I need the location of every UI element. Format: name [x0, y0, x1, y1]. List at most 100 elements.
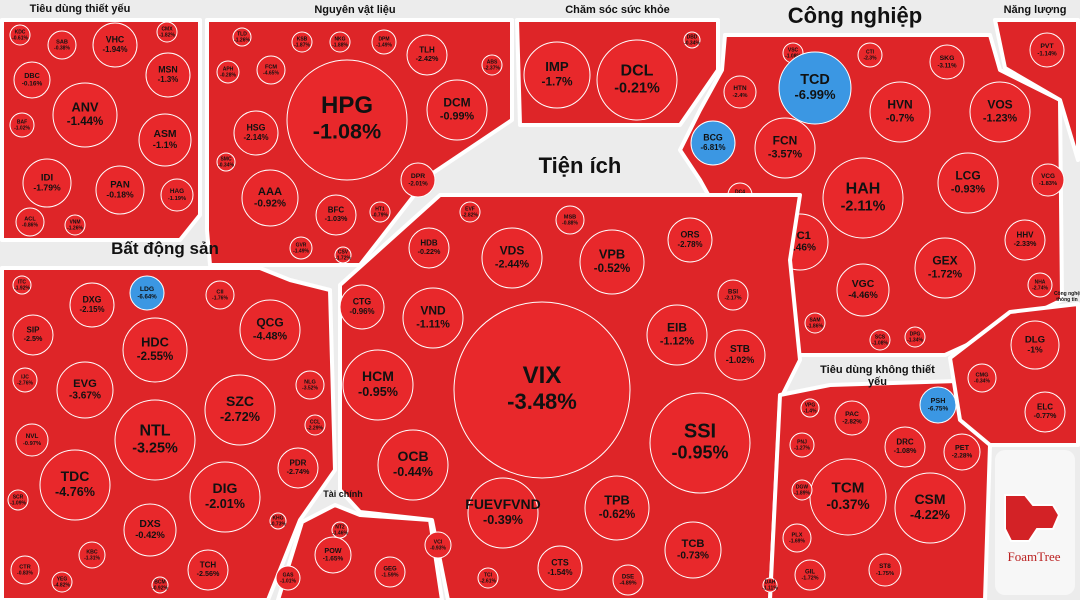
stock-ticker: DCM [443, 96, 470, 110]
stock-cell [884, 426, 926, 468]
stock-change: -0.96% [349, 307, 374, 316]
group-label: Công nghệ thông tin [1053, 291, 1080, 303]
stock-change: -0.37% [826, 497, 869, 512]
stock-change: -0.52% [594, 263, 631, 275]
stock-cell [138, 113, 192, 167]
stock-ticker: SCS [875, 335, 886, 341]
stock-cell [12, 314, 54, 356]
stock-change: -3.52% [302, 385, 318, 391]
stock-ticker: CSM [914, 491, 945, 507]
stock-cell [286, 59, 408, 181]
stock-ticker: CSV [338, 250, 349, 256]
stock-cell [406, 34, 448, 76]
stock-ticker: NT2 [335, 525, 345, 531]
stock-ticker: AAA [258, 186, 282, 198]
stock-change: -2.3% [863, 55, 877, 61]
stock-cell [646, 304, 708, 366]
stock-ticker: TCM [832, 480, 865, 497]
stock-change: -6.64% [137, 293, 157, 300]
stock-ticker: HDB [420, 239, 438, 248]
stock-cell [782, 523, 812, 553]
stock-change: -4.76% [55, 485, 95, 499]
stock-cell [291, 31, 313, 53]
stock-change: -0.92% [152, 585, 168, 591]
stock-cell [809, 458, 887, 536]
stock-cell [596, 39, 678, 121]
stock-change: -0.34% [684, 40, 700, 46]
stock-ticker: VPB [599, 246, 625, 261]
stock-change: -3.57% [768, 148, 803, 160]
stock-cell [1031, 163, 1065, 197]
stock-ticker: CII [216, 289, 224, 295]
stock-cell [943, 433, 981, 471]
stock-cell [145, 52, 191, 98]
stock-cell [794, 559, 826, 591]
stock-change: -3.67% [69, 391, 101, 402]
stock-ticker: SSI [684, 420, 716, 442]
stock-change: -1.76% [212, 295, 228, 301]
stock-change: -0.38% [54, 45, 70, 51]
stock-change: -0.86% [22, 222, 38, 228]
stock-ticker: BCM [154, 580, 165, 586]
stock-change: -0.97% [23, 441, 41, 447]
group-label: Tiêu dùng không thiết yếu [820, 364, 935, 389]
stock-ticker: GEX [932, 254, 957, 268]
stock-change: -0.44% [393, 465, 433, 479]
stock-ticker: FUEVFVND [465, 496, 540, 512]
stock-change: -4.65% [263, 70, 279, 76]
stock-change: -0.16% [22, 81, 43, 88]
stock-ticker: TLH [419, 46, 435, 55]
stock-change: -1.11% [762, 585, 778, 591]
stock-change: -1.72% [335, 255, 351, 261]
stock-ticker: HHV [1017, 231, 1035, 240]
stock-ticker: DPR [411, 173, 425, 180]
stock-change: -1.82% [159, 32, 175, 38]
stock-ticker: IDI [41, 172, 54, 183]
stock-cell [683, 31, 701, 49]
stock-cell [239, 299, 301, 361]
stock-change: -0.61% [12, 35, 28, 41]
stock-cell [204, 374, 276, 446]
group-label: Tiêu dùng thiết yếu [29, 3, 131, 15]
stock-cell [789, 432, 815, 458]
stock-ticker: SCR [13, 495, 24, 501]
stock-ticker: DBD [687, 35, 698, 41]
stock-ticker: NKG [334, 37, 345, 43]
stock-ticker: VND [420, 304, 446, 318]
group-label: Bất động sản [111, 239, 219, 258]
stock-cell [714, 329, 766, 381]
stock-change: -1.09% [10, 500, 26, 506]
stock-change: -1.34% [907, 337, 923, 343]
stock-change: -1.54% [547, 568, 572, 577]
stock-cell [122, 317, 188, 383]
stock-change: -0.18% [106, 189, 134, 199]
stock-ticker: BFC [328, 206, 345, 215]
stock-cell [9, 24, 31, 46]
stock-change: -2.14% [243, 133, 268, 142]
stock-cell [233, 110, 279, 156]
stock-cell [904, 326, 926, 348]
stock-ticker: TPB [604, 492, 630, 507]
stock-change: -1.23% [983, 112, 1018, 124]
stock-cell [584, 475, 650, 541]
stock-cell [649, 392, 751, 494]
group-label: Công nghiệp [787, 3, 923, 28]
logo-text: FoamTree [1008, 549, 1061, 564]
logo: FoamTree [995, 450, 1075, 595]
stock-ticker: VCI [434, 540, 443, 546]
stock-change: -1.27% [794, 445, 810, 451]
stock-cell [1024, 391, 1066, 433]
group-label: Nguyên vật liệu [314, 4, 396, 16]
stock-change: -4.82% [54, 582, 70, 588]
stock-cell [160, 178, 194, 212]
stock-ticker: VHC [106, 34, 125, 44]
stock-change: -2.37% [484, 65, 500, 71]
stock-change: -1.08% [872, 340, 888, 346]
stock-ticker: PSH [931, 396, 946, 405]
stock-cell [256, 55, 286, 85]
stock-change: -1.11% [416, 318, 450, 330]
stock-ticker: EVF [465, 207, 475, 213]
stock-ticker: IMP [545, 59, 569, 74]
stock-cell [329, 31, 351, 53]
stock-cell [834, 400, 870, 436]
